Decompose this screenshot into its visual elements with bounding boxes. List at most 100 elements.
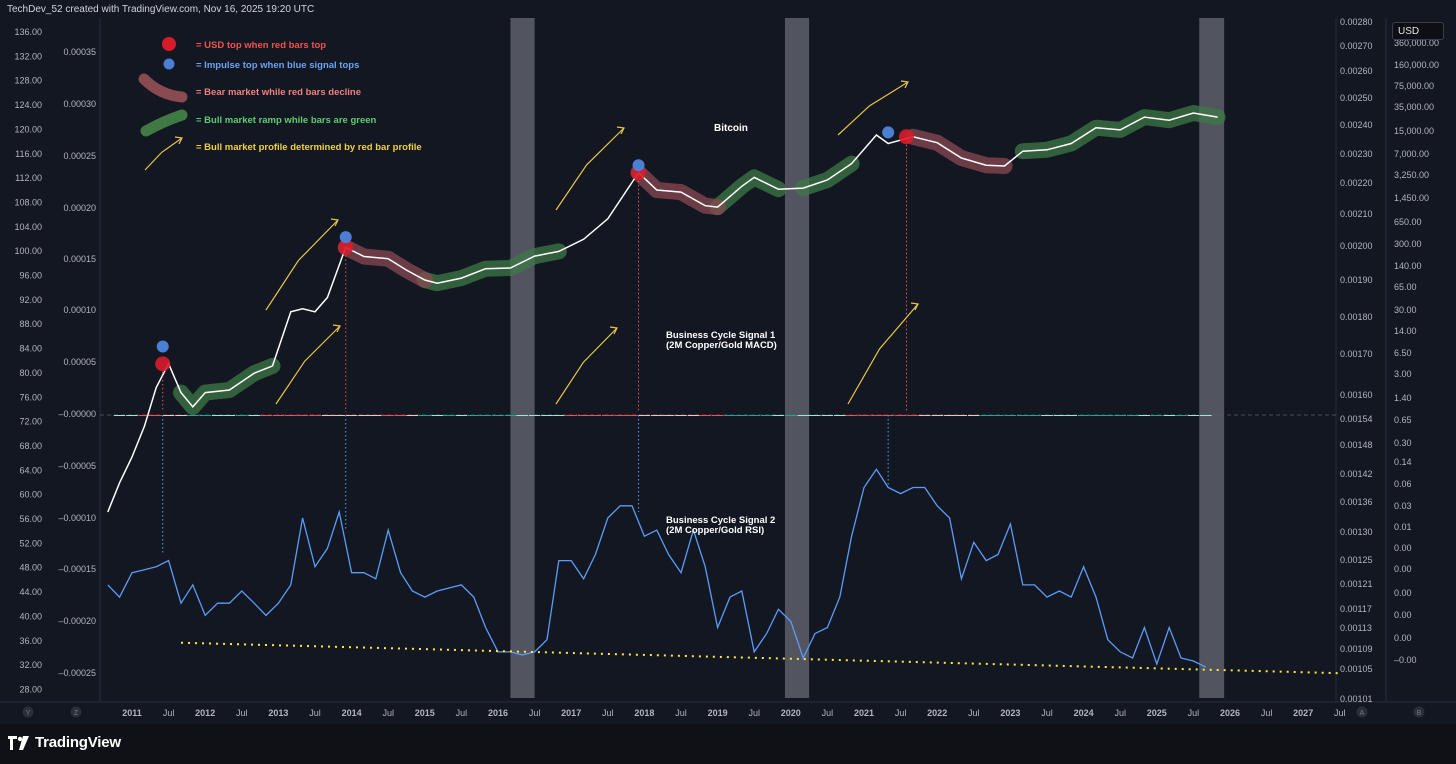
left-outer-tick-28: 28.00 [19,684,42,694]
macd-bar-49 [699,414,711,416]
left-outer-tick-27: 32.00 [19,660,42,670]
macd-bar-16 [296,414,309,416]
macd-bar-83 [1114,415,1126,416]
right-outer-tick-10: 300.00 [1394,239,1422,249]
usd-top-marker-1 [155,356,171,372]
legend-text-3: = Bear market while red bars decline [196,87,361,98]
left-inner-tick-4: 0.00020 [63,203,96,213]
macd-bar-65 [894,414,907,416]
tradingview-logo[interactable]: TradingView [8,734,121,751]
currency-button[interactable]: USD [1392,22,1444,40]
right-inner-tick-22: 0.00113 [1340,623,1372,633]
macd-bar-41 [602,414,614,416]
macd-bar-14 [272,414,285,416]
right-inner-tick-16: 0.00142 [1340,469,1373,479]
left-outer-tick-8: 108.00 [14,197,42,207]
macd-bar-33 [504,415,517,416]
right-outer-tick-20: 0.14 [1394,457,1412,467]
macd-arrow-1 [275,325,341,405]
time-tick-23: 2022 [927,708,947,718]
time-tick-29: 2025 [1147,708,1167,718]
macd-bar-71 [968,414,980,416]
shaded-period-3 [1199,18,1225,698]
right-outer-tick-27: 0.00 [1394,610,1412,620]
macd-bar-23 [382,414,394,416]
right-outer-tick-25: 0.00 [1394,564,1412,574]
right-inner-tick-1: 0.00280 [1340,17,1373,27]
corner-button-1 [22,706,34,718]
time-tick-2: Jul [163,708,175,718]
right-outer-tick-8: 1,450.00 [1394,193,1429,203]
macd-bar-12 [248,415,261,416]
legend-text-1: = USD top when red bars top [196,40,326,51]
macd-bar-90 [1200,415,1212,416]
macd-bar-10 [223,415,236,416]
corner-button-3 [1356,706,1368,718]
right-outer-tick-21: 0.06 [1394,479,1412,489]
time-tick-1: 2011 [122,708,142,718]
macd-arrow-3 [847,303,919,405]
macd-bar-75 [1017,415,1029,416]
macd-bar-44 [638,414,651,416]
footer-bar [0,724,1456,764]
right-inner-tick-5: 0.00240 [1340,120,1373,130]
time-tick-21: 2021 [854,708,874,718]
time-tick-34: Jul [1334,708,1346,718]
btc-arrow-2-head [616,126,625,135]
left-outer-tick-24: 44.00 [19,587,42,597]
time-tick-24: Jul [968,708,980,718]
left-outer-tick-26: 36.00 [19,636,42,646]
time-tick-9: 2015 [415,708,435,718]
right-outer-tick-13: 30.00 [1394,305,1417,315]
right-inner-tick-21: 0.00117 [1340,604,1372,614]
left-outer-tick-19: 64.00 [19,465,42,475]
usd-top-marker-4 [898,129,914,145]
right-outer-tick-9: 650.00 [1394,217,1422,227]
macd-bar-32 [492,415,504,416]
shaded-period-1 [510,18,535,698]
right-outer-tick-22: 0.03 [1394,501,1412,511]
macd-bar-15 [285,414,297,416]
right-outer-tick-6: 7,000.00 [1394,149,1429,159]
macd-bar-50 [711,414,724,416]
right-inner-tick-7: 0.00220 [1340,178,1373,188]
macd-bar-29 [455,415,468,416]
right-outer-tick-26: 0.00 [1394,588,1412,598]
macd-bar-5 [162,414,175,416]
right-inner-tick-11: 0.00180 [1340,312,1373,322]
macd-bar-68 [931,414,943,416]
macd-bar-19 [333,414,345,416]
right-inner-tick-15: 0.00148 [1340,440,1373,450]
macd-bar-42 [614,414,627,416]
red-dot-icon [162,37,176,51]
legend-text-5: = Bull market profile determined by red … [196,142,422,153]
macd-bar-66 [907,414,919,416]
macd-bar-37 [552,415,565,416]
macd-bar-57 [797,415,810,416]
right-inner-tick-18: 0.00130 [1340,527,1373,537]
time-tick-11: 2016 [488,708,508,718]
left-outer-tick-21: 56.00 [19,514,42,524]
time-tick-28: Jul [1114,708,1126,718]
right-outer-tick-24: 0.00 [1394,543,1412,553]
impulse-marker-1 [156,340,169,353]
macd-arrow-1-head [332,324,341,333]
right-outer-tick-19: 0.30 [1394,438,1412,448]
right-outer-tick-17: 1.40 [1394,393,1412,403]
right-outer-tick-1: 360,000.00 [1394,38,1439,48]
left-outer-tick-16: 76.00 [19,392,42,402]
macd-bar-56 [785,415,797,416]
time-tick-25: 2023 [1000,708,1020,718]
macd-bar-22 [369,414,382,416]
left-outer-tick-18: 68.00 [19,441,42,451]
left-inner-tick-2: 0.00030 [63,99,96,109]
macd-arrow-2 [555,327,618,405]
time-tick-13: 2017 [561,708,581,718]
macd-bar-74 [1004,415,1017,416]
bitcoin-line [107,112,1218,513]
macd-bar-69 [943,414,956,416]
corner-label-2: Z [74,710,79,717]
macd-bar-76 [1028,415,1041,416]
